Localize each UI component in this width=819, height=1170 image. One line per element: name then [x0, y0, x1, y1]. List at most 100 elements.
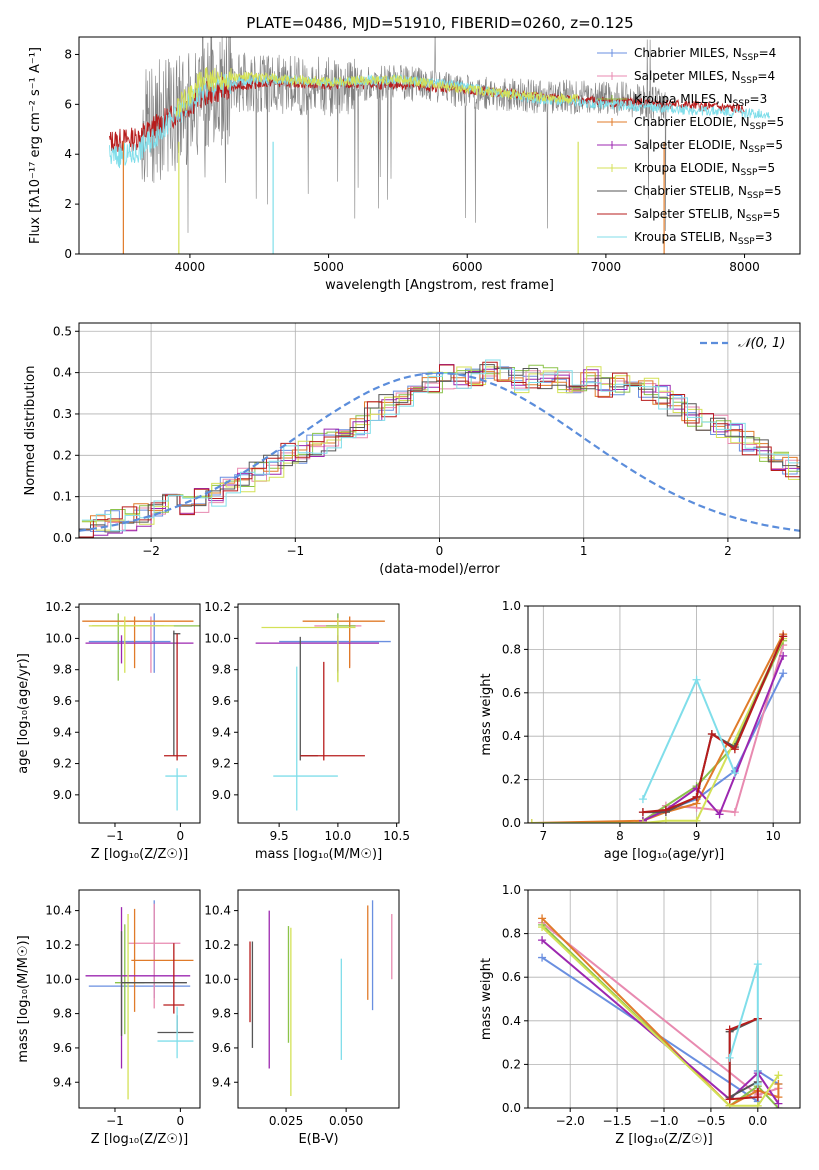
axes-frame — [78, 603, 201, 824]
y-tick-label: 10.2 — [204, 600, 231, 614]
x-tick-label: 5000 — [313, 260, 344, 274]
y-tick-label: 10.2 — [45, 600, 72, 614]
errorbar-point — [120, 931, 187, 1036]
plot-area — [82, 613, 200, 811]
x-tick-label: −1.5 — [603, 1114, 632, 1128]
legend-suffix: =4 — [759, 46, 777, 60]
x-tick-label: −1.0 — [649, 1114, 678, 1128]
plus-marker — [638, 808, 647, 817]
plus-marker — [528, 819, 536, 823]
y-tick-label: 0.2 — [502, 773, 521, 787]
legend-subscript: SSP — [746, 214, 763, 224]
histogram-step-line — [81, 364, 800, 523]
x-axis-label: mass [log₁₀(M/M☉)] — [255, 847, 382, 862]
errorbar-point — [157, 1015, 194, 1034]
panel-residuals: −2 −1 0 1 2 0.0 0.1 0.2 0.3 0.4 0.5 (data-model)/er… — [23, 322, 801, 577]
y-tick-label: 0.6 — [502, 970, 521, 984]
y-tick-label: 1.0 — [502, 883, 521, 897]
legend-label: 𝒩(0, 1) — [738, 336, 785, 351]
y-tick-label: 9.0 — [212, 788, 231, 802]
histogram-step-line — [79, 364, 800, 533]
y-axis-label: mass weight — [479, 673, 494, 755]
series-line — [528, 634, 788, 823]
legend-subscript: SSP — [733, 99, 750, 109]
legend-label: Salpeter ELODIE, NSSP=5 — [634, 138, 783, 155]
x-tick-label: 0 — [436, 544, 444, 558]
legend-suffix: =3 — [750, 92, 768, 106]
errorbar-point — [165, 768, 187, 811]
plot-area — [255, 613, 391, 811]
y-tick-label: 4 — [64, 147, 72, 161]
errorbar-point — [326, 613, 356, 681]
x-axis-label: wavelength [Angstrom, rest frame] — [325, 278, 554, 293]
legend-suffix: =5 — [763, 207, 781, 221]
panel-age-vs-mass: 9.5 10.0 10.5 9.0 9.2 9.4 9.6 9.8 10.0 10.2 mass [… — [204, 600, 410, 862]
panel-mass-weight-vs-Z: −2.0 −1.5 −1.0 −0.5 0.0 0.0 0.2 0.4 0.6 0.8 1.0 Z [… — [479, 883, 801, 1147]
plus-marker — [692, 675, 701, 684]
errorbar-point — [302, 616, 385, 669]
legend-suffix: =5 — [757, 161, 775, 175]
legend-subscript: SSP — [738, 237, 755, 247]
plus-marker — [538, 923, 547, 932]
x-axis-label: age [log₁₀(age/yr)] — [604, 847, 725, 862]
y-axis-label: Normed distribution — [23, 366, 38, 496]
x-tick-label: 7000 — [591, 260, 622, 274]
plus-marker — [753, 1093, 762, 1102]
histogram-step-line — [79, 370, 800, 538]
errorbar-point — [157, 1006, 194, 1059]
y-tick-label: 10.0 — [45, 631, 72, 645]
histogram-step-line — [81, 366, 800, 531]
plus-marker — [779, 651, 788, 660]
series-line — [638, 632, 788, 817]
panel-mass-vs-EBV: 0.025 0.050 9.4 9.6 9.8 10.0 10.2 10.4 E(B-V) — [204, 889, 400, 1147]
axes-frame — [237, 889, 400, 1109]
series-line — [538, 936, 783, 1108]
y-tick-label: 9.4 — [53, 725, 72, 739]
axes-frame — [78, 36, 801, 255]
x-tick-label: 4000 — [175, 260, 206, 274]
plus-marker — [638, 819, 647, 823]
y-tick-label: 0 — [64, 247, 72, 261]
x-tick-label: 6000 — [452, 260, 483, 274]
axes-frame — [527, 605, 801, 824]
y-tick-label: 9.4 — [53, 1075, 72, 1089]
y-tick-label: 10.0 — [204, 972, 231, 986]
series-path — [642, 644, 785, 822]
y-tick-label: 6 — [64, 97, 72, 111]
plot-area — [79, 359, 800, 538]
y-axis-label: mass [log₁₀(M/M☉)] — [16, 935, 31, 1062]
x-tick-label: 0 — [177, 1114, 185, 1128]
x-tick-label: 0 — [177, 829, 185, 843]
plus-marker — [661, 816, 670, 823]
legend-subscript: SSP — [750, 122, 767, 132]
y-tick-label: 9.6 — [212, 694, 231, 708]
y-tick-label: 10.2 — [204, 938, 231, 952]
series-line — [538, 953, 783, 1106]
errorbar-point — [128, 903, 181, 1009]
y-tick-label: 9.8 — [53, 663, 72, 677]
plus-marker — [774, 1099, 783, 1108]
series-line — [528, 630, 788, 823]
errorbar-point — [114, 924, 145, 1035]
y-tick-label: 9.2 — [53, 757, 72, 771]
x-axis-label: (data-model)/error — [379, 562, 500, 577]
errorbar-point — [255, 635, 380, 672]
legend-label: Salpeter STELIB, NSSP=5 — [634, 207, 780, 224]
legend-label: Chabrier STELIB, NSSP=5 — [634, 184, 782, 201]
plus-marker — [725, 1095, 734, 1104]
plot-area — [249, 900, 393, 1096]
y-tick-label: 9.8 — [53, 1007, 72, 1021]
y-tick-label: 9.4 — [212, 725, 231, 739]
y-tick-label: 10.4 — [204, 904, 231, 918]
x-tick-label: 8 — [616, 829, 624, 843]
x-tick-label: −1 — [106, 1114, 124, 1128]
legend-subscript: SSP — [747, 191, 764, 201]
y-tick-label: 0.0 — [502, 1101, 521, 1115]
y-tick-label: 8 — [64, 47, 72, 61]
errorbar-point — [164, 633, 187, 761]
axes-frame — [527, 889, 801, 1109]
errorbar-point — [273, 666, 338, 811]
plot-area — [528, 630, 788, 823]
errorbar-point — [137, 616, 165, 673]
plus-marker — [730, 769, 739, 778]
